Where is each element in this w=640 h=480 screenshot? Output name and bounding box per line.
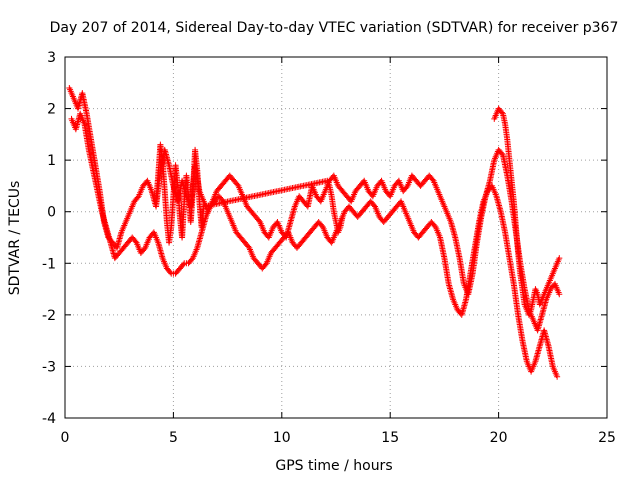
x-tick-label: 15 — [381, 430, 399, 446]
data-point — [167, 269, 174, 276]
data-point — [234, 181, 241, 188]
data-point — [141, 246, 148, 253]
y-tick-label: -4 — [42, 411, 56, 427]
y-tick-label: -3 — [42, 359, 56, 375]
data-point — [370, 202, 377, 209]
data-point — [556, 291, 563, 298]
y-tick-label: -2 — [42, 308, 56, 324]
data-point — [431, 222, 438, 229]
y-tick-label: 1 — [47, 153, 56, 169]
x-tick-label: 10 — [273, 430, 291, 446]
data-point — [262, 261, 269, 268]
data-point — [318, 222, 325, 229]
x-axis-label: GPS time / hours — [275, 458, 392, 474]
data-point — [429, 176, 436, 183]
grid-lines — [65, 57, 607, 418]
y-tick-label: -1 — [42, 256, 56, 272]
data-point — [403, 184, 410, 191]
chart-title: Day 207 of 2014, Sidereal Day-to-day VTE… — [50, 20, 619, 36]
x-tick-label: 0 — [61, 430, 70, 446]
axis-ticks: 0 5 10 15 20 25 -4 -3 -2 -1 0 1 2 3 — [42, 50, 616, 446]
y-tick-label: 0 — [47, 205, 56, 221]
x-tick-label: 25 — [598, 430, 616, 446]
data-point — [134, 194, 141, 201]
data-series — [66, 84, 563, 380]
data-point — [498, 109, 505, 116]
y-tick-label: 2 — [47, 102, 56, 118]
data-point — [339, 213, 346, 220]
y-axis-label: SDTVAR / TECUs — [7, 181, 23, 296]
series — [68, 110, 561, 380]
data-point — [132, 238, 139, 245]
plot-frame — [64, 56, 608, 419]
series — [491, 105, 563, 318]
data-point — [180, 261, 187, 268]
x-tick-label: 5 — [169, 430, 178, 446]
y-tick-label: 3 — [47, 50, 56, 66]
data-point — [188, 256, 195, 263]
x-tick-label: 20 — [490, 430, 508, 446]
series — [153, 141, 346, 246]
data-point — [498, 150, 505, 157]
data-point — [256, 217, 263, 224]
data-point — [245, 243, 252, 250]
data-point — [554, 373, 561, 380]
data-point — [556, 255, 563, 262]
